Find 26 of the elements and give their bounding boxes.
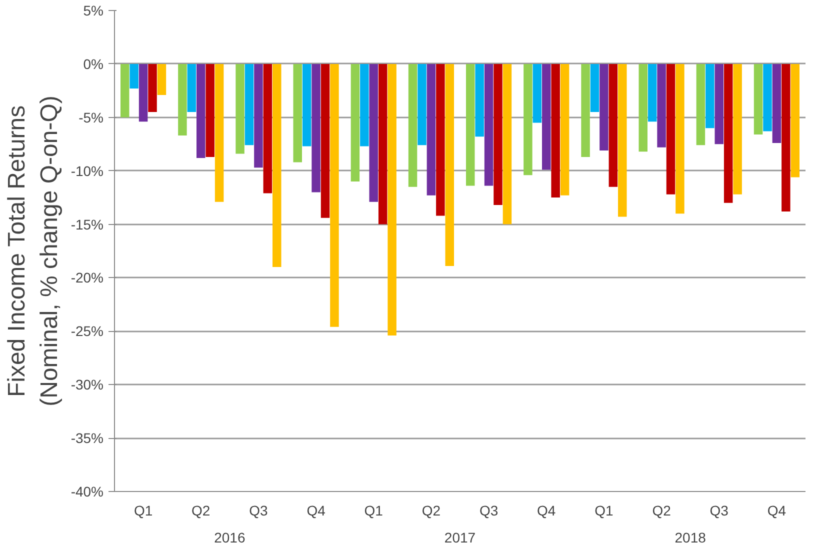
x-tick-label: Q4: [767, 502, 786, 518]
y-tick-label: -10%: [70, 162, 104, 179]
text: 2017: [444, 530, 476, 546]
x-tick-label: Q2: [192, 502, 210, 518]
y-tick-label: -35%: [70, 430, 104, 446]
y-tick-label: -15%: [70, 216, 104, 232]
y-tick-label: -25%: [70, 323, 104, 340]
x-tick-label: Q4: [306, 502, 326, 518]
x-tick-label: Q2: [422, 502, 441, 518]
text: 2016: [214, 530, 246, 546]
x-tick-label: Q4: [537, 502, 556, 518]
y-axis-title: Fixed Income Total Returns (Nominal, % change Q-on-Q): [3, 96, 63, 406]
x-tick-label: Q1: [364, 502, 384, 518]
x-tick-label: Q3: [710, 502, 729, 518]
x-tick-label: Q3: [479, 502, 498, 518]
x-tick-label: Q1: [594, 502, 614, 518]
y-tick-label: 5%: [83, 2, 104, 18]
y-tick-label: -40%: [70, 484, 104, 500]
x-tick-label: Q3: [249, 502, 268, 518]
y-tick-label: -30%: [70, 376, 104, 393]
y-tick-label: 0%: [83, 56, 104, 72]
x-tick-label: Q2: [652, 502, 672, 518]
text: 2018: [674, 530, 706, 546]
y-tick-label: -5%: [78, 109, 104, 126]
y-tick-label: -20%: [70, 270, 104, 286]
x-tick-label: Q1: [134, 502, 153, 518]
